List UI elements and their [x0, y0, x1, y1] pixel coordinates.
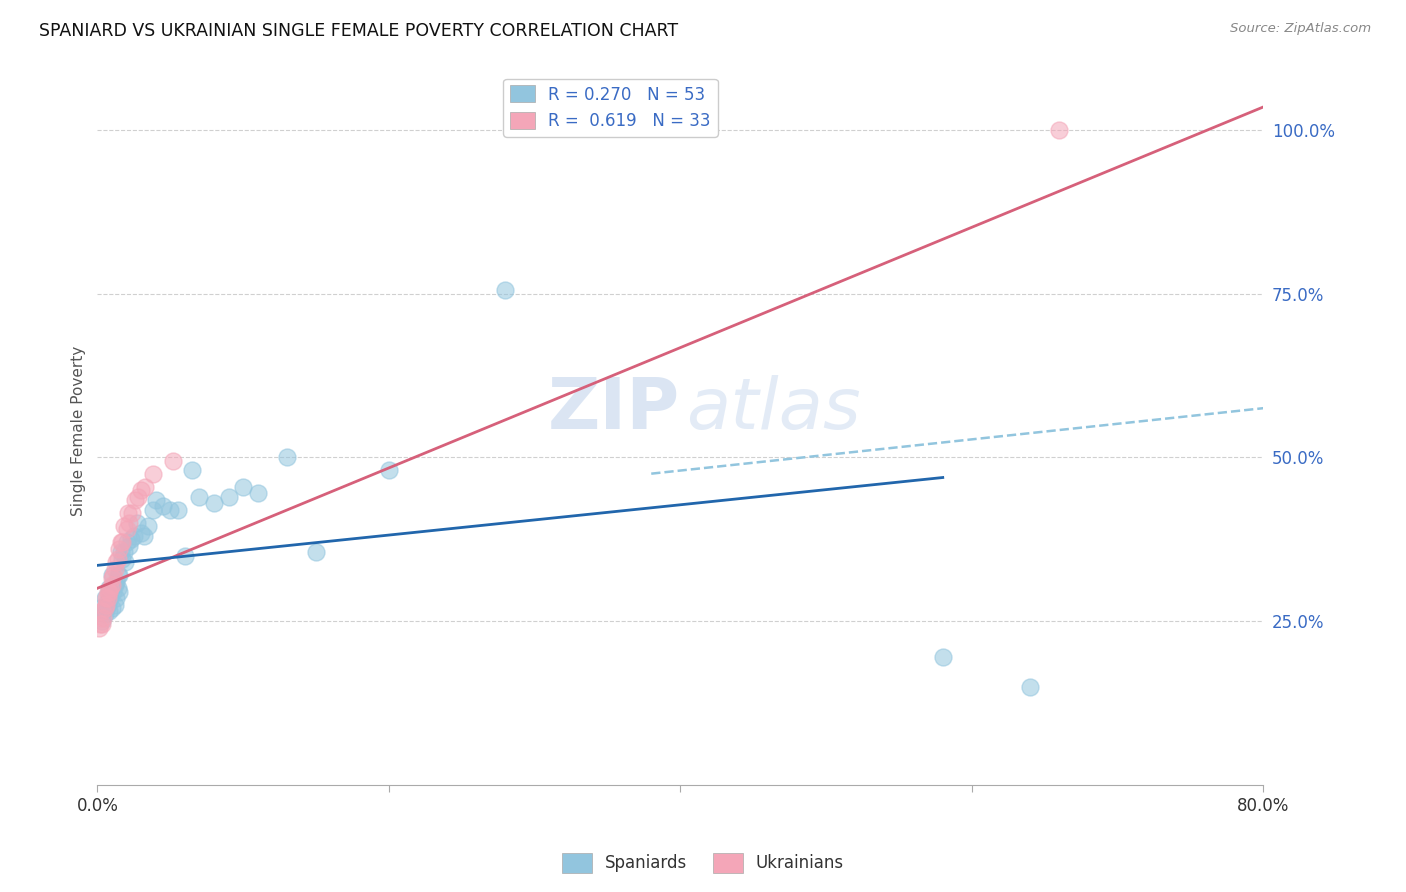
Point — [138, 519, 160, 533]
Point — [103, 568, 125, 582]
Point — [91, 604, 114, 618]
Point — [108, 568, 131, 582]
Legend: R = 0.270   N = 53, R =  0.619   N = 33: R = 0.270 N = 53, R = 0.619 N = 33 — [503, 78, 717, 136]
Point — [91, 611, 114, 625]
Point — [118, 516, 141, 530]
Point — [142, 502, 165, 516]
Point — [125, 516, 148, 530]
Point — [105, 574, 128, 589]
Point — [108, 584, 131, 599]
Point — [118, 539, 141, 553]
Point — [129, 483, 152, 497]
Point — [110, 535, 132, 549]
Point — [101, 578, 124, 592]
Point — [152, 500, 174, 514]
Point — [114, 555, 136, 569]
Point — [305, 545, 328, 559]
Point — [932, 650, 955, 665]
Point — [104, 561, 127, 575]
Y-axis label: Single Female Poverty: Single Female Poverty — [72, 346, 86, 516]
Point — [98, 604, 121, 618]
Point — [93, 591, 115, 606]
Point — [90, 617, 112, 632]
Point — [103, 584, 125, 599]
Point — [159, 502, 181, 516]
Point — [162, 453, 184, 467]
Point — [94, 601, 117, 615]
Point — [173, 549, 195, 563]
Point — [115, 522, 138, 536]
Point — [495, 283, 517, 297]
Point — [145, 492, 167, 507]
Point — [105, 591, 128, 606]
Text: ZIP: ZIP — [548, 376, 681, 444]
Point — [94, 591, 117, 606]
Text: SPANIARD VS UKRAINIAN SINGLE FEMALE POVERTY CORRELATION CHART: SPANIARD VS UKRAINIAN SINGLE FEMALE POVE… — [39, 22, 679, 40]
Point — [87, 621, 110, 635]
Point — [112, 545, 135, 559]
Point — [96, 598, 118, 612]
Point — [101, 571, 124, 585]
Text: atlas: atlas — [686, 376, 860, 444]
Point — [1047, 123, 1070, 137]
Point — [98, 584, 121, 599]
Point — [232, 480, 254, 494]
Point — [110, 545, 132, 559]
Point — [108, 541, 131, 556]
Point — [181, 463, 204, 477]
Point — [117, 506, 139, 520]
Legend: Spaniards, Ukrainians: Spaniards, Ukrainians — [555, 847, 851, 880]
Point — [111, 551, 134, 566]
Point — [100, 591, 122, 606]
Point — [124, 492, 146, 507]
Point — [218, 490, 240, 504]
Point — [127, 490, 149, 504]
Point — [98, 582, 121, 596]
Point — [188, 490, 211, 504]
Point — [120, 532, 142, 546]
Point — [378, 463, 401, 477]
Point — [101, 582, 124, 596]
Point — [202, 496, 225, 510]
Point — [132, 529, 155, 543]
Point — [112, 519, 135, 533]
Point — [96, 584, 118, 599]
Point — [122, 529, 145, 543]
Point — [101, 601, 124, 615]
Point — [96, 594, 118, 608]
Point — [90, 604, 112, 618]
Point — [90, 614, 112, 628]
Point — [107, 582, 129, 596]
Point — [89, 617, 111, 632]
Point — [100, 582, 122, 596]
Point — [129, 525, 152, 540]
Point — [101, 568, 124, 582]
Point — [105, 555, 128, 569]
Text: Source: ZipAtlas.com: Source: ZipAtlas.com — [1230, 22, 1371, 36]
Point — [104, 578, 127, 592]
Point — [134, 480, 156, 494]
Point — [89, 601, 111, 615]
Point — [104, 598, 127, 612]
Point — [107, 551, 129, 566]
Point — [166, 502, 188, 516]
Point — [142, 467, 165, 481]
Point — [93, 601, 115, 615]
Point — [1019, 680, 1042, 694]
Point — [93, 607, 115, 622]
Point — [276, 450, 298, 465]
Point — [107, 568, 129, 582]
Point — [96, 591, 118, 606]
Point — [115, 535, 138, 549]
Point — [111, 535, 134, 549]
Point — [94, 598, 117, 612]
Point — [121, 506, 143, 520]
Point — [246, 486, 269, 500]
